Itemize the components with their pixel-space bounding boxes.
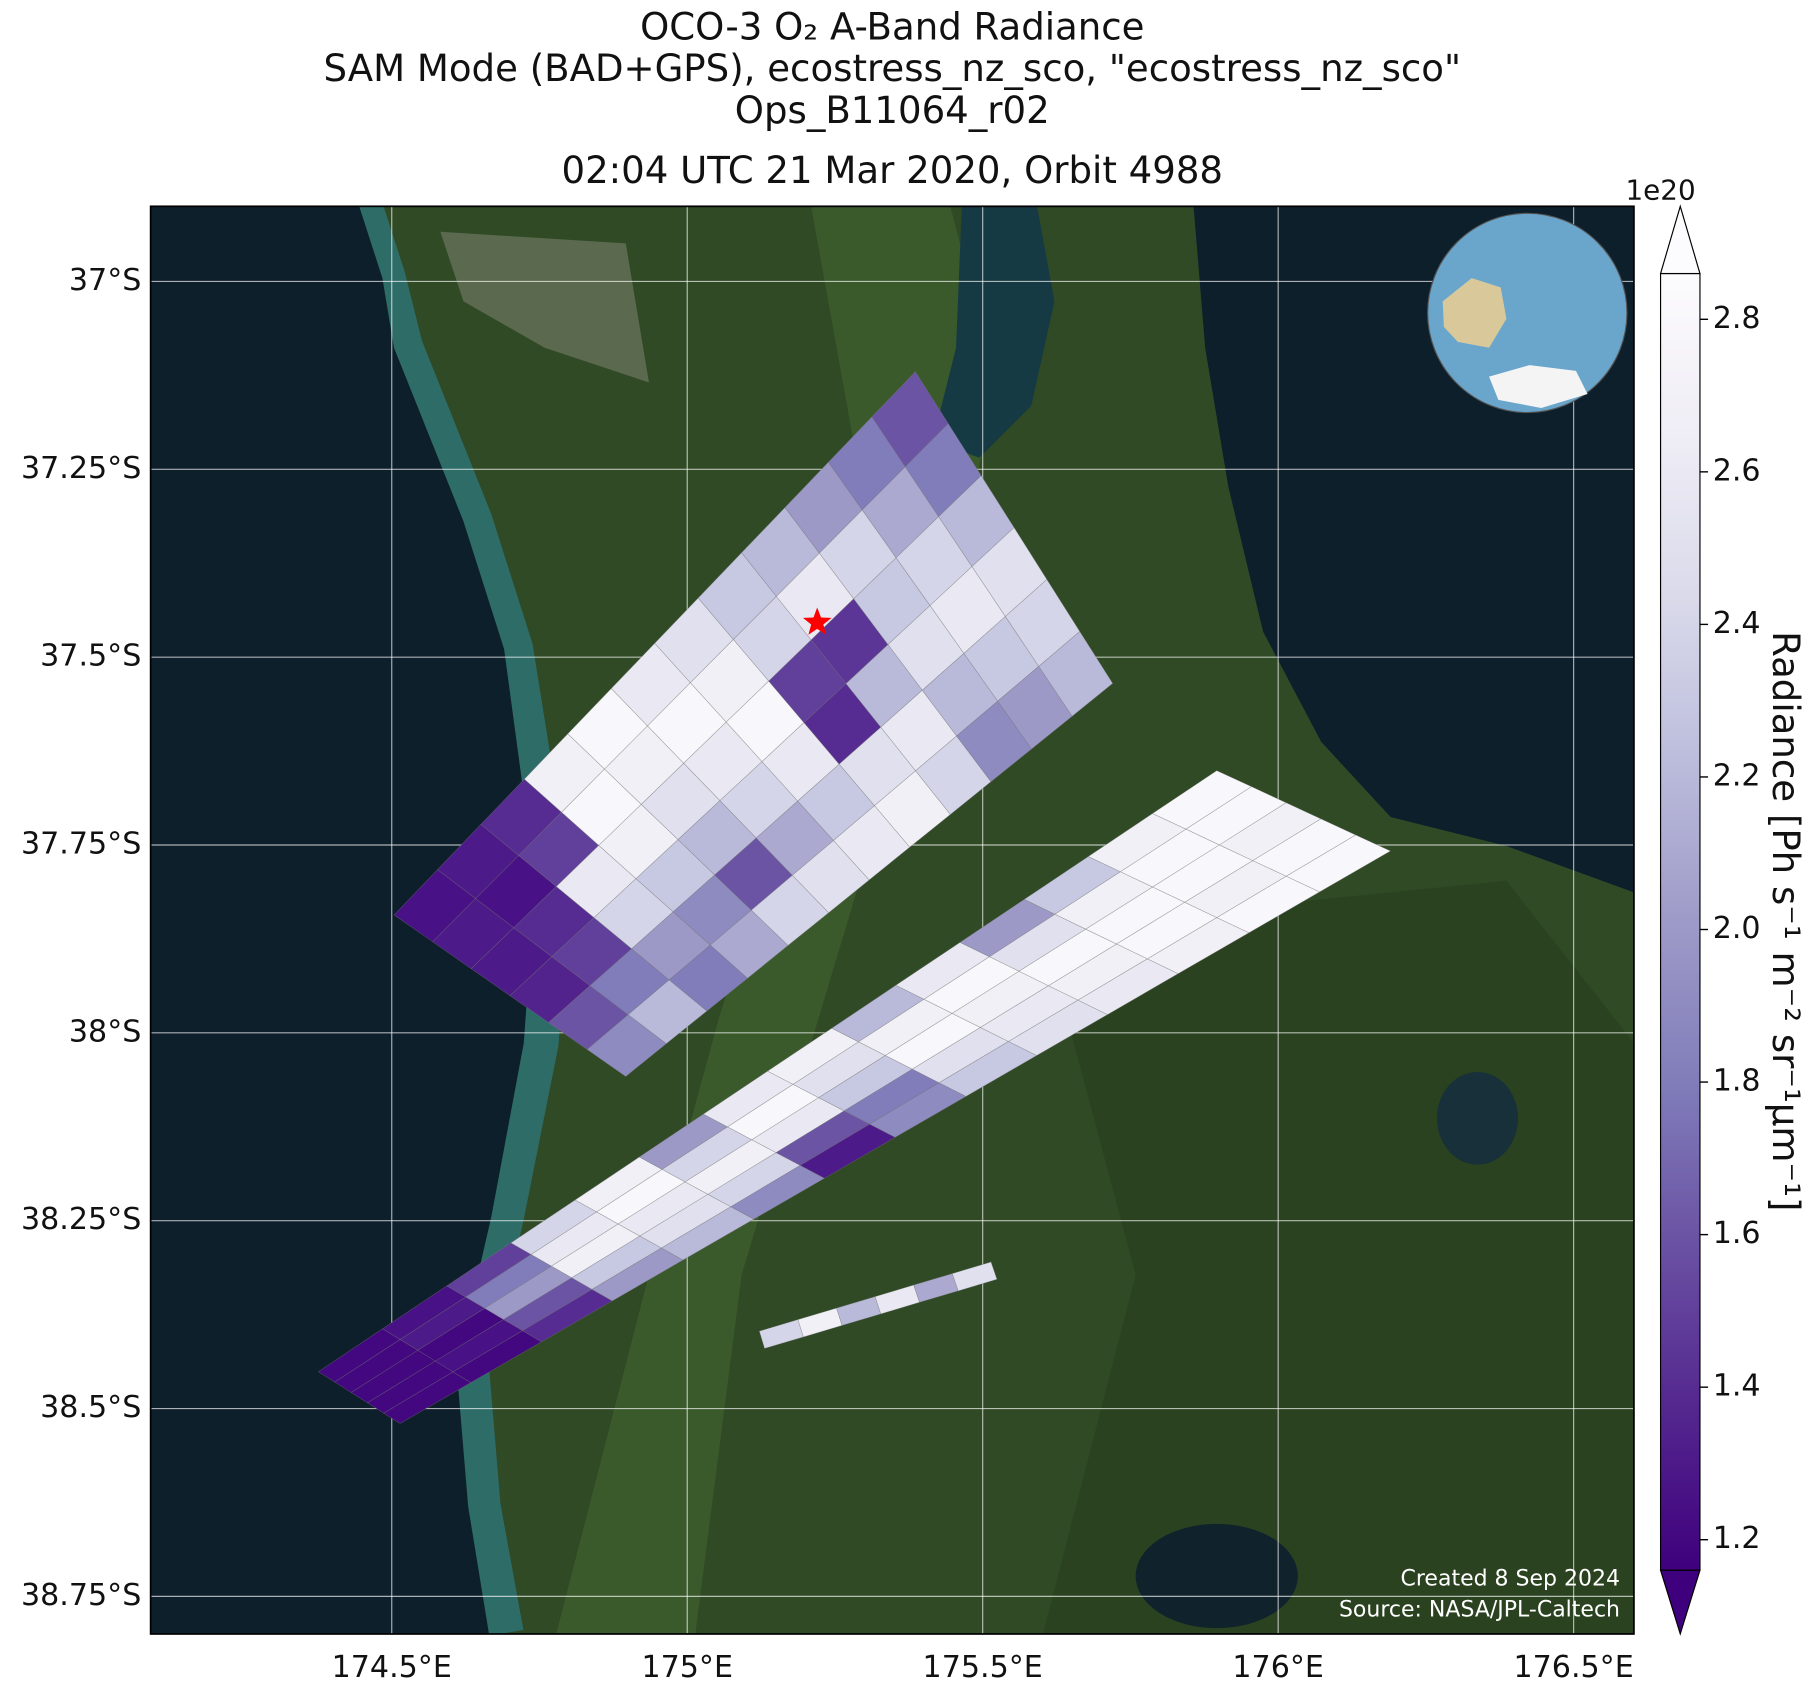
colorbar-tick-label: 2.8 xyxy=(1713,301,1761,336)
radiance-cell xyxy=(1285,834,1392,893)
data-layer xyxy=(317,371,1392,1424)
y-tick-label: 38°S xyxy=(69,1014,141,1049)
colorbar-tick-label: 1.4 xyxy=(1713,1369,1761,1404)
y-tick-label: 37.75°S xyxy=(21,827,141,862)
colorbar-frame xyxy=(1659,272,1701,1571)
y-tick-label: 38.25°S xyxy=(21,1202,141,1237)
globe-land xyxy=(1442,278,1507,348)
title-block: OCO-3 O₂ A-Band Radiance SAM Mode (BAD+G… xyxy=(324,5,1461,192)
title-line: Ops_B11064_r02 xyxy=(735,89,1050,132)
basemap xyxy=(150,206,1634,1634)
y-tick-label: 37.25°S xyxy=(21,451,141,486)
annotation: Source: NASA/JPL-Caltech xyxy=(1339,1598,1620,1623)
x-tick-label: 176.5°E xyxy=(1513,1650,1633,1685)
lake xyxy=(1436,1071,1519,1165)
annotation: Created 8 Sep 2024 xyxy=(1401,1566,1621,1591)
colorbar-tick-label: 2.6 xyxy=(1713,453,1761,488)
x-tick-label: 176°E xyxy=(1232,1650,1324,1685)
urban xyxy=(440,231,649,383)
colorbar-tick-label: 2.4 xyxy=(1713,606,1761,641)
colorbar-extend-min xyxy=(1659,1569,1701,1636)
colorbar-label: Radiance [Ph s⁻¹ m⁻² sr⁻¹μm⁻¹] xyxy=(1764,631,1807,1211)
title-line: SAM Mode (BAD+GPS), ecostress_nz_sco, "e… xyxy=(324,47,1461,90)
colorbar-tick-label: 1.2 xyxy=(1713,1521,1761,1556)
globe xyxy=(1427,212,1628,414)
colorbar-body xyxy=(1660,273,1700,1571)
land-patch xyxy=(1042,880,1634,1634)
y-tick-label: 38.5°S xyxy=(40,1390,141,1425)
colorbar: 1.2 1.4 1.6 1.8 2.0 2.2 2.4 2.6 2.8 1e20 Radiance … xyxy=(1625,173,1807,1636)
colorbar-offset-label: 1e20 xyxy=(1625,173,1695,206)
ocean xyxy=(150,206,536,1634)
colorbar-tick-label: 1.8 xyxy=(1713,1064,1761,1099)
globe-ice xyxy=(1489,365,1588,408)
inset-globe xyxy=(1427,212,1628,414)
lake xyxy=(1135,1523,1298,1629)
title-line: 02:04 UTC 21 Mar 2020, Orbit 4988 xyxy=(562,149,1224,192)
y-tick-label: 38.75°S xyxy=(21,1578,141,1613)
title-line: OCO-3 O₂ A-Band Radiance xyxy=(640,5,1144,48)
colorbar-tick-label: 2.0 xyxy=(1713,911,1761,946)
y-tick-label: 37.5°S xyxy=(40,639,141,674)
y-tick-label: 37°S xyxy=(69,263,141,298)
map-frame xyxy=(149,205,1635,1635)
colorbar-extend-max xyxy=(1659,204,1701,275)
radiance-cell xyxy=(1038,631,1114,717)
firth xyxy=(932,206,1055,458)
radiance-cell xyxy=(951,1261,998,1292)
x-tick-label: 174.5°E xyxy=(332,1650,452,1685)
colorbar-tick-label: 2.2 xyxy=(1713,758,1761,793)
x-tick-label: 175.5°E xyxy=(923,1650,1043,1685)
site-marker xyxy=(802,607,832,635)
x-tick-label: 175°E xyxy=(641,1650,733,1685)
colorbar-tick-label: 1.6 xyxy=(1713,1216,1761,1251)
